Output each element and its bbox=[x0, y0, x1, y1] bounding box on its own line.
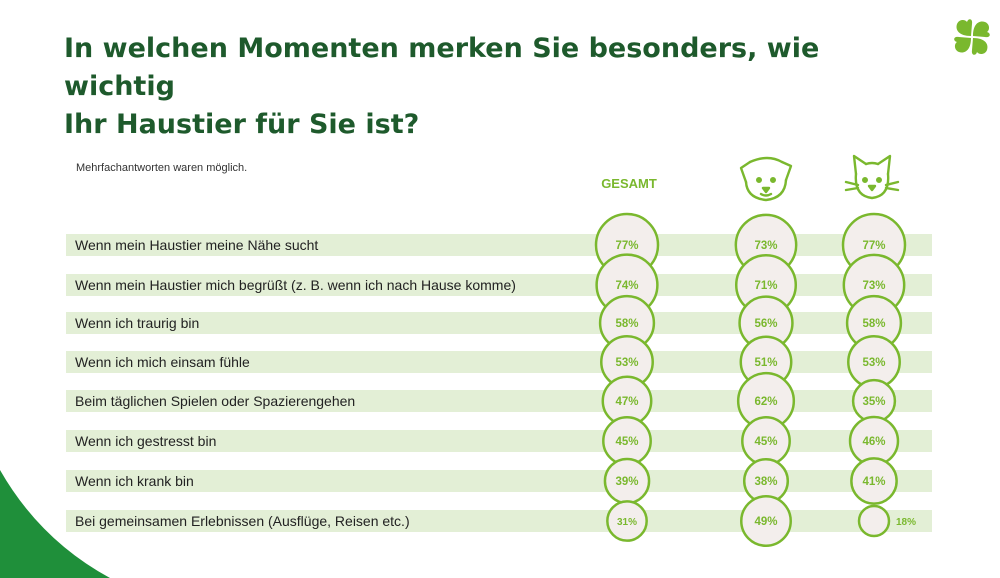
row-band bbox=[66, 510, 932, 532]
row-label: Beim täglichen Spielen oder Spazierengeh… bbox=[75, 393, 356, 409]
value-label: 38% bbox=[754, 476, 777, 488]
value-label: 73% bbox=[862, 280, 885, 292]
value-label: 49% bbox=[754, 516, 777, 528]
value-label: 46% bbox=[862, 436, 885, 448]
row-band bbox=[66, 351, 932, 373]
value-label: 53% bbox=[615, 357, 638, 369]
value-label: 39% bbox=[615, 476, 638, 488]
row-label: Wenn mein Haustier mich begrüßt (z. B. w… bbox=[75, 277, 516, 293]
row-band bbox=[66, 390, 932, 412]
multiple-answers-note: Mehrfachantworten waren möglich. bbox=[76, 162, 248, 174]
value-label: 51% bbox=[754, 357, 777, 369]
cat-face-icon bbox=[844, 154, 900, 200]
value-label: 73% bbox=[754, 240, 777, 252]
dog-face-icon bbox=[739, 156, 793, 202]
value-label: 41% bbox=[862, 476, 885, 488]
value-label: 58% bbox=[862, 318, 885, 330]
value-label: 45% bbox=[615, 436, 638, 448]
value-label: 74% bbox=[615, 280, 638, 292]
value-label: 77% bbox=[862, 240, 885, 252]
row-label: Wenn mein Haustier meine Nähe sucht bbox=[75, 237, 319, 253]
value-label: 31% bbox=[617, 517, 637, 528]
row-label: Wenn ich mich einsam fühle bbox=[75, 354, 250, 370]
row-label: Bei gemeinsamen Erlebnissen (Ausflüge, R… bbox=[75, 513, 410, 529]
value-label: 35% bbox=[862, 396, 885, 408]
title-line-1: In welchen Momenten merken Sie besonders… bbox=[64, 33, 820, 102]
row-band bbox=[66, 234, 932, 256]
value-label: 18% bbox=[896, 517, 916, 528]
value-label: 53% bbox=[862, 357, 885, 369]
value-label: 45% bbox=[754, 436, 777, 448]
corner-decoration bbox=[0, 470, 110, 578]
value-bubble bbox=[606, 500, 648, 542]
value-label: 56% bbox=[754, 318, 777, 330]
value-bubble bbox=[857, 504, 891, 538]
page-title: In welchen Momenten merken Sie besonders… bbox=[64, 30, 924, 144]
value-label: 77% bbox=[615, 240, 638, 252]
row-band bbox=[66, 274, 932, 296]
row-band bbox=[66, 430, 932, 452]
value-label: 62% bbox=[754, 396, 777, 408]
row-label: Wenn ich gestresst bin bbox=[75, 433, 217, 449]
value-bubble bbox=[740, 495, 792, 547]
row-band bbox=[66, 312, 932, 334]
row-label: Wenn ich traurig bin bbox=[75, 315, 200, 331]
value-bubble bbox=[850, 457, 898, 505]
value-label: 47% bbox=[615, 396, 638, 408]
row-band bbox=[66, 470, 932, 492]
clover-logo-icon bbox=[954, 19, 990, 55]
row-label: Wenn ich krank bin bbox=[75, 473, 194, 489]
column-header-total: GESAMT bbox=[601, 176, 657, 191]
title-line-2: Ihr Haustier für Sie ist? bbox=[64, 109, 420, 140]
value-label: 58% bbox=[615, 318, 638, 330]
value-label: 71% bbox=[754, 280, 777, 292]
